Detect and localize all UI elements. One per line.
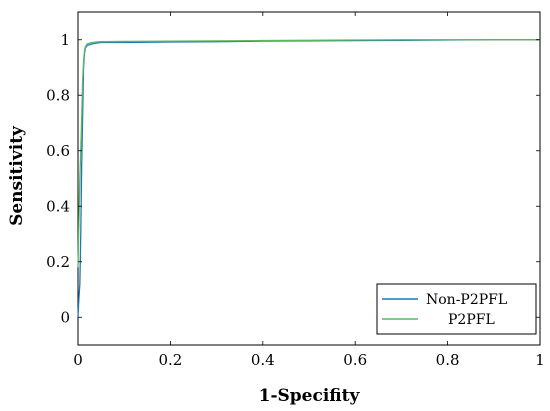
series-line-non-p2pfl <box>77 39 540 318</box>
legend-box <box>376 283 537 335</box>
legend-label-p2pfl: P2PFL <box>448 312 495 328</box>
y-tick-label: 0.6 <box>46 142 70 160</box>
y-tick-label: 0.2 <box>46 253 70 271</box>
plot-area <box>77 11 541 346</box>
x-tick-label: 0.6 <box>343 351 367 369</box>
series-layer <box>77 39 540 318</box>
x-axis-label: 1-Specifity <box>259 386 361 406</box>
y-tick-label: 0 <box>60 308 70 326</box>
ticks-layer: 0 0.2 0.4 0.6 0.8 1 0 0.2 0.4 0.6 0.8 1 <box>46 12 545 369</box>
legend: Non-P2PFL P2PFL <box>376 283 537 335</box>
y-tick-label: 0.4 <box>46 197 70 215</box>
y-tick-label: 0.8 <box>46 86 70 104</box>
y-tick-label: 1 <box>60 31 70 49</box>
labels-layer: 1-Specifity Sensitivity <box>7 125 361 406</box>
x-tick-label: 0 <box>73 351 83 369</box>
x-tick-label: 1 <box>535 351 545 369</box>
x-tick-label: 0.2 <box>158 351 182 369</box>
y-axis-label: Sensitivity <box>7 125 27 226</box>
x-tick-label: 0.4 <box>251 351 275 369</box>
x-tick-label: 0.8 <box>436 351 460 369</box>
legend-label-non-p2pfl: Non-P2PFL <box>426 292 507 308</box>
series-line-p2pfl <box>77 39 540 268</box>
plot-frame <box>77 11 541 346</box>
